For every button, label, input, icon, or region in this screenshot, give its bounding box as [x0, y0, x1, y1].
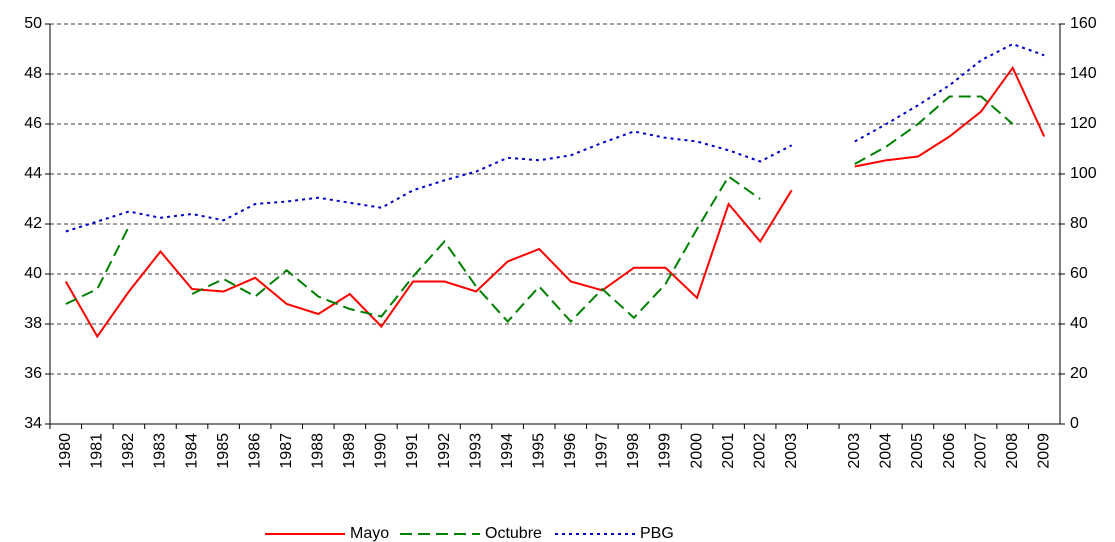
x-tick-label: 2009 [1035, 433, 1052, 469]
y2-tick-label: 140 [1070, 65, 1097, 82]
y-tick-label: 48 [24, 65, 42, 82]
y-tick-label: 44 [24, 165, 42, 182]
y-tick-label: 50 [24, 15, 42, 32]
x-tick-label: 1992 [436, 433, 453, 469]
x-tick-label: 2007 [972, 433, 989, 469]
legend-label: PBG [640, 525, 674, 542]
x-tick-label: 1998 [625, 433, 642, 469]
y2-tick-label: 120 [1070, 115, 1097, 132]
x-tick-label: 2003 [846, 433, 863, 469]
x-tick-label: 2004 [878, 433, 895, 469]
x-tick-label: 1994 [499, 433, 516, 469]
y2-tick-label: 100 [1070, 165, 1097, 182]
line-series [65, 95, 1014, 323]
x-tick-label: 1987 [278, 433, 295, 469]
x-tick-label: 1989 [341, 433, 358, 469]
x-tick-label: 1997 [594, 433, 611, 469]
x-tick-label: 2002 [751, 433, 768, 469]
y-tick-label: 40 [24, 265, 42, 282]
x-tick-label: 1983 [152, 433, 169, 469]
x-tick-label: 2006 [941, 433, 958, 469]
x-tick-label: 1981 [89, 433, 106, 469]
y2-tick-label: 20 [1070, 365, 1088, 382]
y2-tick-label: 0 [1070, 415, 1079, 432]
x-tick-label: 1984 [183, 433, 200, 469]
x-tick-label: 2001 [720, 433, 737, 469]
x-tick-label: 2005 [909, 433, 926, 469]
y2-tick-label: 80 [1070, 215, 1088, 232]
y2-tick-label: 60 [1070, 265, 1088, 282]
x-tick-label: 1988 [310, 433, 327, 469]
y2-tick-label: 160 [1070, 15, 1097, 32]
y-tick-label: 38 [24, 315, 42, 332]
x-tick-label: 2008 [1004, 433, 1021, 469]
x-tick-label: 2003 [783, 433, 800, 469]
y2-tick-label: 40 [1070, 315, 1088, 332]
x-tick-label: 2000 [688, 433, 705, 469]
line-series [64, 65, 1046, 339]
x-tick-label: 1985 [215, 433, 232, 469]
x-tick-label: 1995 [530, 433, 547, 469]
x-tick-label: 1980 [57, 433, 74, 469]
y-tick-label: 34 [24, 415, 42, 432]
line-series [65, 42, 1045, 233]
x-tick-label: 1986 [246, 433, 263, 469]
y-tick-label: 36 [24, 365, 42, 382]
y-tick-label: 42 [24, 215, 42, 232]
legend-label: Octubre [485, 525, 542, 542]
x-tick-label: 1993 [467, 433, 484, 469]
x-tick-label: 1996 [562, 433, 579, 469]
x-tick-label: 1982 [120, 433, 137, 469]
x-tick-label: 1991 [404, 433, 421, 469]
x-tick-label: 1999 [657, 433, 674, 469]
y-tick-label: 46 [24, 115, 42, 132]
legend-label: Mayo [350, 525, 389, 542]
x-tick-label: 1990 [373, 433, 390, 469]
